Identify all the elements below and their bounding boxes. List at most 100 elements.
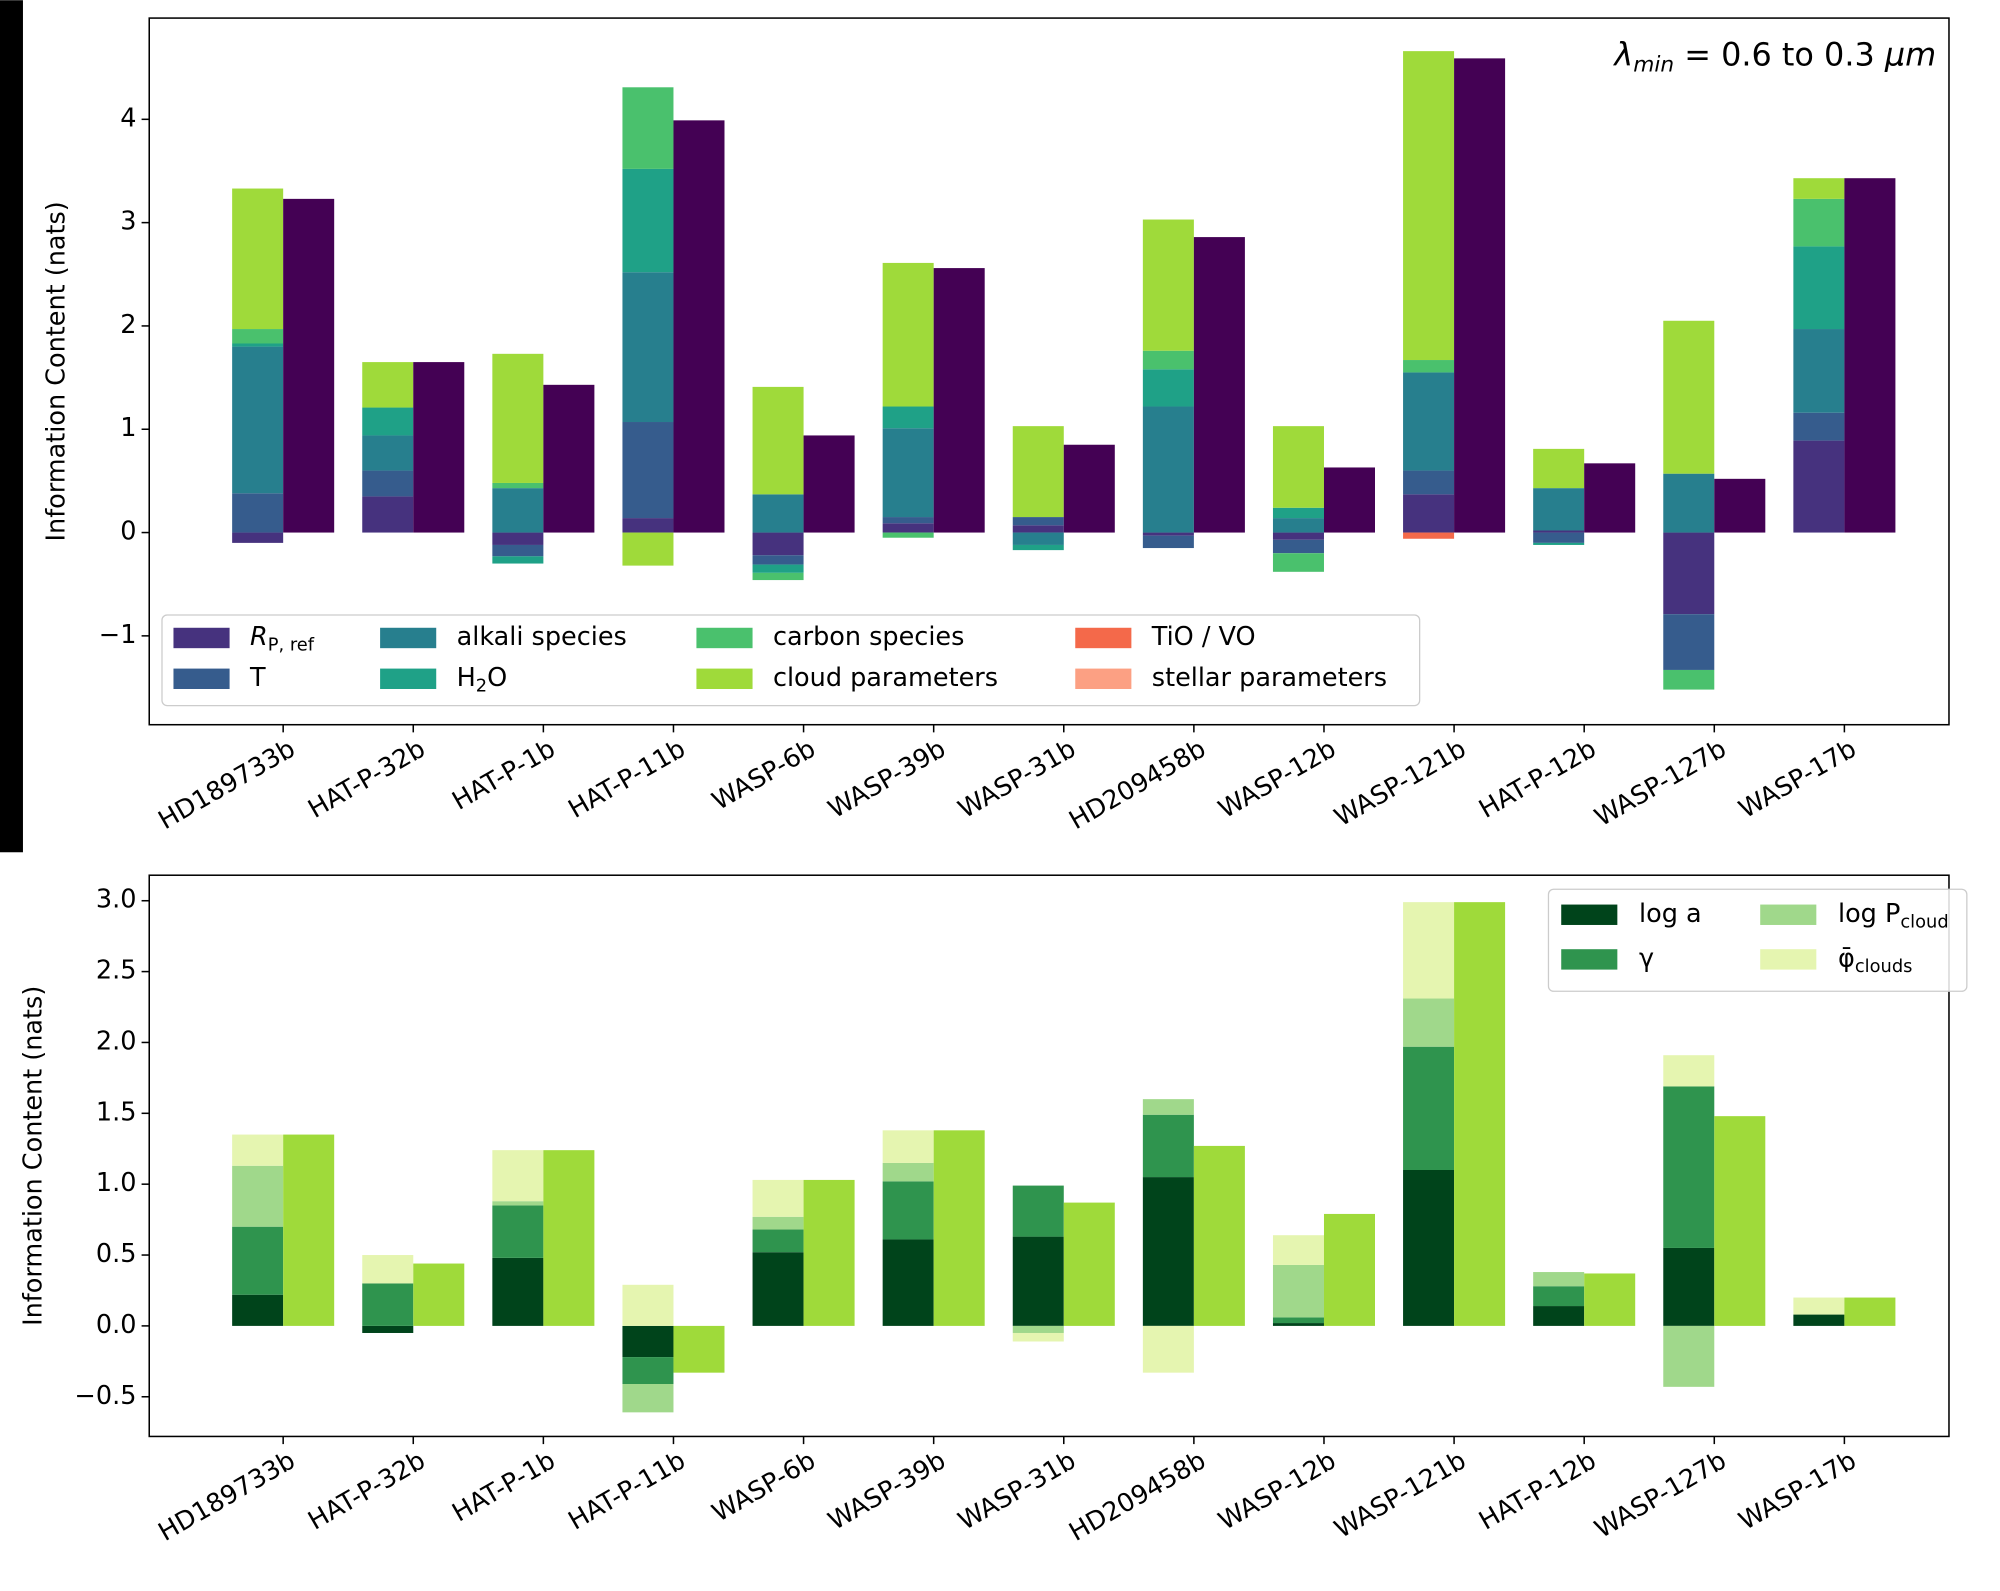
bar-segment [1012, 1332, 1064, 1342]
bar-segment [1793, 329, 1845, 413]
bar-segment [1403, 998, 1455, 1047]
legend-label: alkali species [457, 622, 627, 652]
y-tick-label: 3.0 [96, 885, 137, 915]
bar-segment [362, 407, 414, 436]
bar-segment [1012, 426, 1064, 518]
bar-segment [622, 1284, 674, 1326]
bar-segment [1403, 360, 1455, 373]
bar-segment [1403, 1046, 1455, 1171]
bar-segment [1793, 178, 1845, 199]
bar-segment [752, 564, 804, 573]
bar-segment [1142, 532, 1194, 536]
bar-segment [492, 532, 544, 545]
bar-segment [752, 555, 804, 565]
total-bar [1584, 463, 1636, 533]
bar-segment [1272, 553, 1324, 572]
bar-segment [1663, 1325, 1715, 1387]
annotation-unit: μm [1884, 35, 1936, 73]
y-tick-label: 1.5 [96, 1097, 137, 1127]
bar-segment [362, 496, 414, 533]
bar-segment [1272, 1264, 1324, 1318]
bar-segment [622, 1357, 674, 1385]
bar-segment [492, 1205, 544, 1258]
legend-label: carbon species [773, 622, 964, 652]
bar-segment [1663, 1247, 1715, 1326]
bar-segment [362, 435, 414, 471]
total-bar [1063, 444, 1115, 533]
bar-segment [232, 188, 284, 330]
total-bar [673, 120, 725, 533]
bar-segment [1533, 448, 1585, 489]
y-tick-label: 4 [120, 103, 136, 133]
legend-name: TiO / VO [1151, 622, 1256, 652]
bar-segment [362, 362, 414, 408]
legend-swatch [696, 627, 753, 649]
bar-segment [1403, 51, 1455, 361]
bar-segment [1142, 1177, 1194, 1326]
bar-segment [1012, 1185, 1064, 1237]
bar-segment [492, 1201, 544, 1206]
legend-swatch [1075, 627, 1132, 649]
bar-segment [1793, 198, 1845, 247]
total-bar [1584, 1273, 1636, 1326]
bar-segment [882, 1181, 934, 1240]
legend-label: log a [1639, 899, 1702, 929]
bar-segment [362, 1255, 414, 1284]
y-axis-label: Information Content (nats) [41, 201, 71, 541]
bar-segment [1663, 320, 1715, 474]
bar-segment [752, 532, 804, 556]
y-tick-label: 0.5 [96, 1239, 137, 1269]
bar-segment [1793, 246, 1845, 330]
legend-swatch [1760, 904, 1817, 925]
legend-box [1547, 888, 1968, 992]
bar-segment [1533, 530, 1585, 533]
bar-segment [1272, 426, 1324, 508]
bar-segment [1272, 1317, 1324, 1324]
bar-segment [232, 1294, 284, 1326]
y-tick-label: −0.5 [75, 1381, 137, 1411]
legend-name: carbon species [773, 622, 964, 652]
y-tick-label: 1.0 [96, 1168, 137, 1198]
edge-bar [0, 0, 23, 853]
bar-segment [1403, 1170, 1455, 1326]
bar-segment [622, 1384, 674, 1413]
bar-segment [882, 428, 934, 518]
bar-segment [1142, 1325, 1194, 1373]
y-tick-label: 1 [120, 413, 136, 443]
total-bar [933, 1130, 985, 1326]
legend-label: γ [1639, 943, 1654, 973]
legend-name: cloud parameters [773, 663, 998, 693]
legend-swatch [380, 668, 437, 689]
bar-segment [1272, 518, 1324, 533]
bar-segment [1533, 1286, 1585, 1307]
bar-segment [882, 1130, 934, 1163]
bar-segment [752, 1179, 804, 1217]
plot-frame [148, 874, 1950, 1438]
total-bar [283, 1134, 335, 1326]
bar-segment [232, 532, 284, 543]
total-bar [413, 1263, 465, 1326]
bar-segment [362, 1283, 414, 1326]
bar-segment [1403, 532, 1455, 539]
y-tick-label: 2.0 [96, 1026, 137, 1056]
bar-segment [1142, 1114, 1194, 1178]
bar-segment [1793, 412, 1845, 441]
total-bar [543, 384, 595, 533]
total-bar [283, 198, 335, 533]
bar-segment [1272, 507, 1324, 519]
legend-label: RP, ref [250, 622, 315, 656]
bar-segment [1012, 517, 1064, 526]
bar-segment [1403, 372, 1455, 471]
bar-segment [1533, 1272, 1585, 1287]
bar-segment [1663, 473, 1715, 533]
bar-segment [1142, 406, 1194, 533]
bar-segment [752, 1252, 804, 1326]
total-bar [1714, 478, 1766, 533]
bar-segment [492, 488, 544, 533]
bar-segment [1012, 532, 1064, 545]
plot-frame [148, 17, 1950, 726]
bar-segment [752, 1216, 804, 1230]
legend-label: T [249, 663, 266, 693]
bar-segment [622, 168, 674, 273]
